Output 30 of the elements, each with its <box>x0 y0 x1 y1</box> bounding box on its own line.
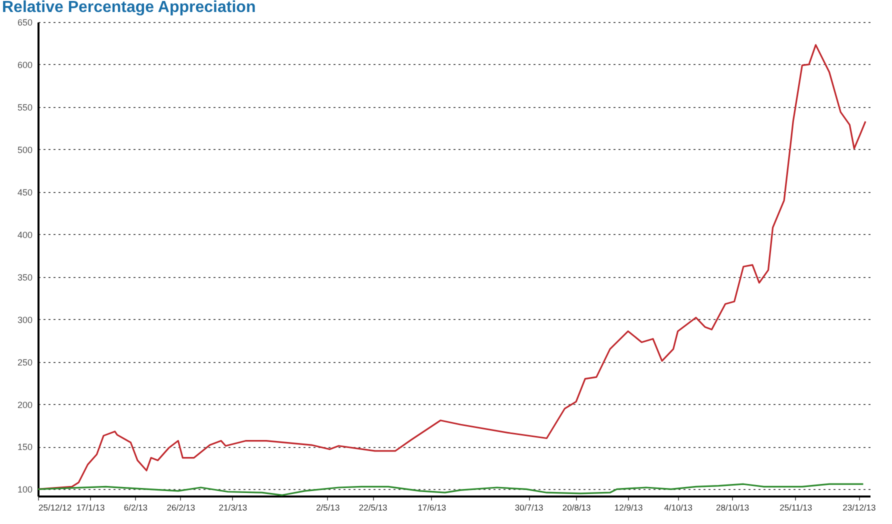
line-series <box>38 483 864 496</box>
x-tick-label: 22/5/13 <box>358 502 388 512</box>
y-tick-label: 300 <box>17 314 32 325</box>
y-tick-label: 150 <box>17 442 32 452</box>
chart-title: Relative Percentage Appreciation <box>2 0 256 16</box>
y-tick-label: 550 <box>17 102 32 112</box>
x-tick-label: 28/10/13 <box>716 502 750 512</box>
y-tick-label: 250 <box>17 357 32 368</box>
y-tick-label: 600 <box>17 60 32 70</box>
x-tick-label: 2/5/13 <box>316 502 340 512</box>
x-tick-label: 17/1/13 <box>76 502 105 512</box>
y-tick-label: 650 <box>17 18 32 28</box>
x-tick-label: 23/12/13 <box>842 502 876 512</box>
x-tick-label: 25/12/12 <box>38 502 72 512</box>
line-series <box>38 44 866 490</box>
y-tick-label: 400 <box>17 230 32 240</box>
x-tick-label: 6/2/13 <box>124 502 148 512</box>
x-tick-label: 20/8/13 <box>562 502 592 512</box>
x-tick-label: 4/10/13 <box>664 502 693 512</box>
x-tick-label: 26/2/13 <box>166 502 196 512</box>
y-tick-label: 350 <box>17 272 32 282</box>
x-tick-label: 12/9/13 <box>614 502 644 512</box>
x-tick-label: 25/11/13 <box>780 502 812 512</box>
x-tick-label: 17/6/13 <box>418 502 446 512</box>
y-tick-label: 500 <box>17 144 32 155</box>
x-tick-label: 21/3/13 <box>218 502 248 512</box>
y-tick-label: 450 <box>17 187 32 198</box>
y-tick-label: 100 <box>17 484 32 495</box>
x-tick-label: 30/7/13 <box>514 502 544 512</box>
y-tick-label: 200 <box>17 400 32 410</box>
